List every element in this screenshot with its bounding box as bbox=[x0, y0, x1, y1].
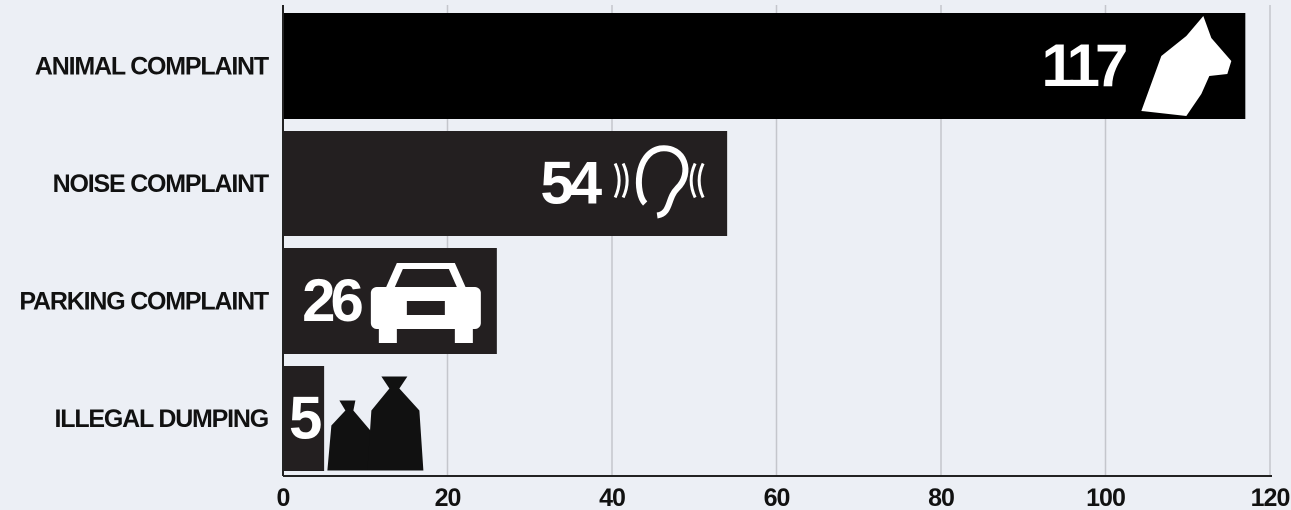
icon bbox=[394, 269, 457, 287]
category-label: PARKING COMPLAINT bbox=[19, 288, 268, 316]
icon bbox=[636, 145, 689, 219]
value-label: 26 bbox=[302, 267, 362, 334]
icon bbox=[367, 376, 424, 471]
icon bbox=[327, 376, 424, 471]
x-tick-label: 20 bbox=[435, 484, 461, 510]
x-tick-label: 40 bbox=[599, 484, 625, 510]
icon bbox=[613, 162, 621, 199]
category-label: ANIMAL COMPLAINT bbox=[35, 53, 269, 81]
icon bbox=[689, 162, 697, 199]
x-tick-label: 100 bbox=[1086, 484, 1125, 510]
icon bbox=[406, 301, 445, 315]
x-tick-label: 120 bbox=[1251, 484, 1290, 510]
icon bbox=[1141, 16, 1232, 116]
icon bbox=[378, 327, 397, 343]
bar bbox=[283, 13, 1246, 119]
x-tick-label: 60 bbox=[764, 484, 790, 510]
x-tick-label: 0 bbox=[277, 484, 290, 510]
x-tick-label: 80 bbox=[928, 484, 954, 510]
icon bbox=[327, 400, 374, 471]
value-label: 117 bbox=[1042, 32, 1126, 99]
category-label: NOISE COMPLAINT bbox=[53, 170, 269, 198]
icon bbox=[370, 263, 481, 343]
icon bbox=[613, 145, 705, 219]
icon bbox=[621, 162, 629, 199]
value-label: 54 bbox=[540, 149, 602, 216]
icon bbox=[697, 162, 705, 199]
value-label: 5 bbox=[289, 384, 321, 451]
bar bbox=[283, 366, 325, 471]
icon bbox=[1141, 16, 1232, 116]
icon bbox=[454, 327, 473, 343]
category-label: ILLEGAL DUMPING bbox=[55, 405, 268, 433]
